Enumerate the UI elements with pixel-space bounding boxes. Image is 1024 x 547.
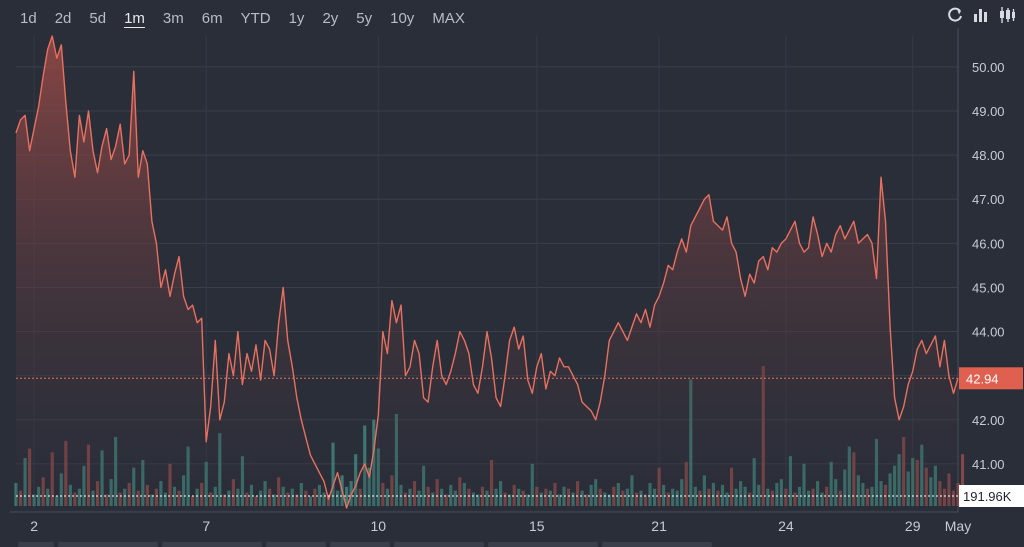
x-tick-label: 24 bbox=[778, 518, 794, 534]
tab-chip[interactable] bbox=[330, 542, 390, 547]
tab-chip[interactable] bbox=[18, 542, 54, 547]
range-selector: 1d 2d 5d 1m 3m 6m YTD 1y 2y 5y 10y MAX bbox=[0, 0, 760, 36]
range-button-2y[interactable]: 2y bbox=[322, 9, 339, 27]
tab-chip[interactable] bbox=[394, 542, 484, 547]
current-volume-label: 191.96K bbox=[963, 489, 1012, 504]
y-tick-label: 47.00 bbox=[972, 192, 1005, 207]
chart-toolbar bbox=[946, 6, 1016, 24]
y-tick-label: 41.00 bbox=[972, 457, 1005, 472]
x-tick-label: 15 bbox=[529, 518, 545, 534]
tab-chip[interactable] bbox=[162, 542, 262, 547]
volume-bar bbox=[345, 486, 349, 506]
y-tick-label: 44.00 bbox=[972, 325, 1005, 340]
refresh-icon[interactable] bbox=[946, 6, 964, 24]
tab-chip[interactable] bbox=[266, 542, 326, 547]
bar-chart-icon[interactable] bbox=[972, 6, 990, 24]
price-line bbox=[15, 35, 959, 509]
x-tick-label: 21 bbox=[651, 518, 667, 534]
range-button-max[interactable]: MAX bbox=[432, 9, 465, 27]
price-area bbox=[16, 36, 958, 508]
volume-bar bbox=[354, 454, 358, 506]
x-tick-label: May bbox=[945, 518, 971, 534]
range-button-5y[interactable]: 5y bbox=[356, 9, 373, 27]
range-button-5d[interactable]: 5d bbox=[89, 9, 107, 27]
x-tick-label: 10 bbox=[371, 518, 387, 534]
x-tick-label: 7 bbox=[202, 518, 210, 534]
tab-chip[interactable] bbox=[602, 542, 712, 547]
y-tick-label: 49.00 bbox=[972, 104, 1005, 119]
y-tick-label: 45.00 bbox=[972, 280, 1005, 295]
x-tick-label: 2 bbox=[30, 518, 38, 534]
y-tick-label: 50.00 bbox=[972, 60, 1005, 75]
tab-chip[interactable] bbox=[488, 542, 598, 547]
range-button-3m[interactable]: 3m bbox=[162, 9, 184, 27]
current-price-tag bbox=[959, 367, 1023, 390]
range-button-ytd[interactable]: YTD bbox=[240, 9, 271, 27]
candlestick-icon[interactable] bbox=[998, 6, 1016, 24]
y-tick-label: 42.00 bbox=[972, 413, 1005, 428]
tab-chip[interactable] bbox=[58, 542, 158, 547]
current-volume-tag bbox=[959, 485, 1024, 507]
range-button-1m[interactable]: 1m bbox=[124, 9, 145, 27]
range-button-1d[interactable]: 1d bbox=[20, 9, 37, 27]
range-button-6m[interactable]: 6m bbox=[201, 9, 223, 27]
bottom-tab-strip bbox=[0, 539, 1024, 547]
y-tick-label: 46.00 bbox=[972, 236, 1005, 251]
range-button-2d[interactable]: 2d bbox=[54, 9, 72, 27]
range-button-1y[interactable]: 1y bbox=[288, 9, 305, 27]
current-price-label: 42.94 bbox=[966, 371, 999, 386]
range-button-10y[interactable]: 10y bbox=[390, 9, 415, 27]
x-tick-label: 29 bbox=[905, 518, 921, 534]
volume-bar bbox=[960, 454, 965, 506]
y-tick-label: 48.00 bbox=[972, 148, 1005, 163]
volume-bar bbox=[331, 442, 335, 506]
